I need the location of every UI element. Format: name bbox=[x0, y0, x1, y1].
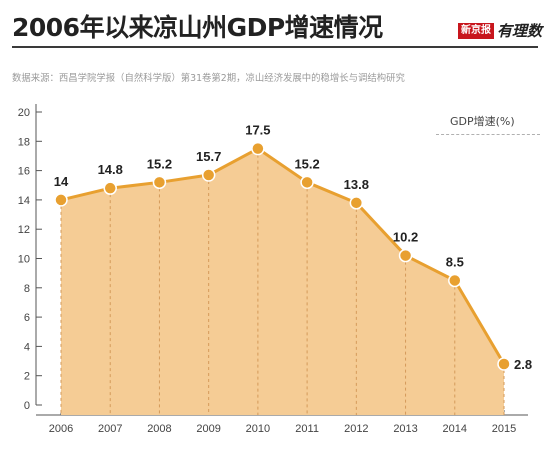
data-label: 8.5 bbox=[446, 254, 464, 269]
data-point bbox=[349, 196, 364, 210]
legend-dashed-line bbox=[436, 134, 540, 135]
y-tick-label: 14 bbox=[18, 195, 30, 207]
data-point bbox=[201, 168, 216, 182]
y-tick-label: 8 bbox=[24, 283, 30, 295]
data-label: 2.8 bbox=[514, 357, 532, 372]
y-tick-label: 6 bbox=[24, 312, 30, 324]
x-tick-label: 2013 bbox=[393, 423, 417, 435]
area-fill bbox=[61, 148, 504, 415]
data-label: 10.2 bbox=[393, 230, 418, 245]
data-label: 14.8 bbox=[98, 162, 123, 177]
dashed-guides-group bbox=[60, 148, 505, 415]
brand-script: 有理数 bbox=[496, 22, 542, 40]
y-tick-label: 2 bbox=[24, 371, 30, 383]
data-label: 17.5 bbox=[245, 123, 270, 138]
data-point bbox=[54, 193, 68, 207]
data-label: 15.7 bbox=[196, 149, 221, 164]
chart-area-fill-group bbox=[61, 148, 504, 415]
y-tick-label: 10 bbox=[18, 254, 30, 266]
data-points-group bbox=[54, 141, 511, 371]
y-tick-label: 4 bbox=[24, 341, 30, 353]
data-point bbox=[251, 141, 265, 156]
x-tick-label: 2012 bbox=[344, 423, 368, 435]
data-point bbox=[103, 181, 117, 195]
y-tick-label: 0 bbox=[24, 400, 30, 412]
x-tick-label: 2006 bbox=[49, 423, 73, 435]
y-tick-label: 12 bbox=[18, 224, 30, 236]
title-divider bbox=[12, 46, 538, 48]
y-axis: 0 2 4 6 8 10 12 14 16 18 20 bbox=[18, 104, 42, 412]
data-label: 14 bbox=[54, 174, 69, 189]
data-point bbox=[448, 273, 462, 288]
y-tick-label: 20 bbox=[18, 107, 30, 119]
x-tick-label: 2009 bbox=[196, 423, 220, 435]
series-line-group bbox=[60, 147, 506, 365]
legend-label: GDP增速(%) bbox=[450, 115, 515, 128]
data-point bbox=[497, 357, 511, 371]
chart-title: 2006年以来凉山州GDP增速情况 bbox=[12, 13, 383, 42]
data-label: 15.2 bbox=[294, 156, 319, 171]
data-point bbox=[152, 175, 167, 190]
brand-badge: 新京报 bbox=[457, 22, 494, 39]
y-tick-label: 16 bbox=[18, 166, 30, 178]
y-tick-label: 18 bbox=[18, 136, 30, 148]
data-source-note: 数据来源：西昌学院学报（自然科学版）第31卷第2期，凉山经济发展中的稳增长与调结… bbox=[12, 73, 405, 84]
data-label: 13.8 bbox=[344, 177, 369, 192]
x-tick-label: 2014 bbox=[443, 423, 467, 435]
data-labels-group: 14 14.8 15.2 15.7 17.5 15.2 13.8 10.2 8.5 2.8 bbox=[54, 123, 532, 372]
series-line bbox=[60, 147, 506, 365]
data-point bbox=[300, 175, 314, 190]
x-tick-label: 2008 bbox=[147, 423, 171, 435]
data-point bbox=[398, 248, 413, 263]
brand-logo: 新京报 有理数 bbox=[457, 20, 542, 41]
x-tick-label: 2015 bbox=[492, 423, 516, 435]
x-tick-label: 2011 bbox=[295, 423, 319, 435]
x-tick-label: 2007 bbox=[98, 423, 122, 435]
x-tick-label: 2010 bbox=[246, 423, 270, 435]
data-label: 15.2 bbox=[147, 156, 172, 171]
